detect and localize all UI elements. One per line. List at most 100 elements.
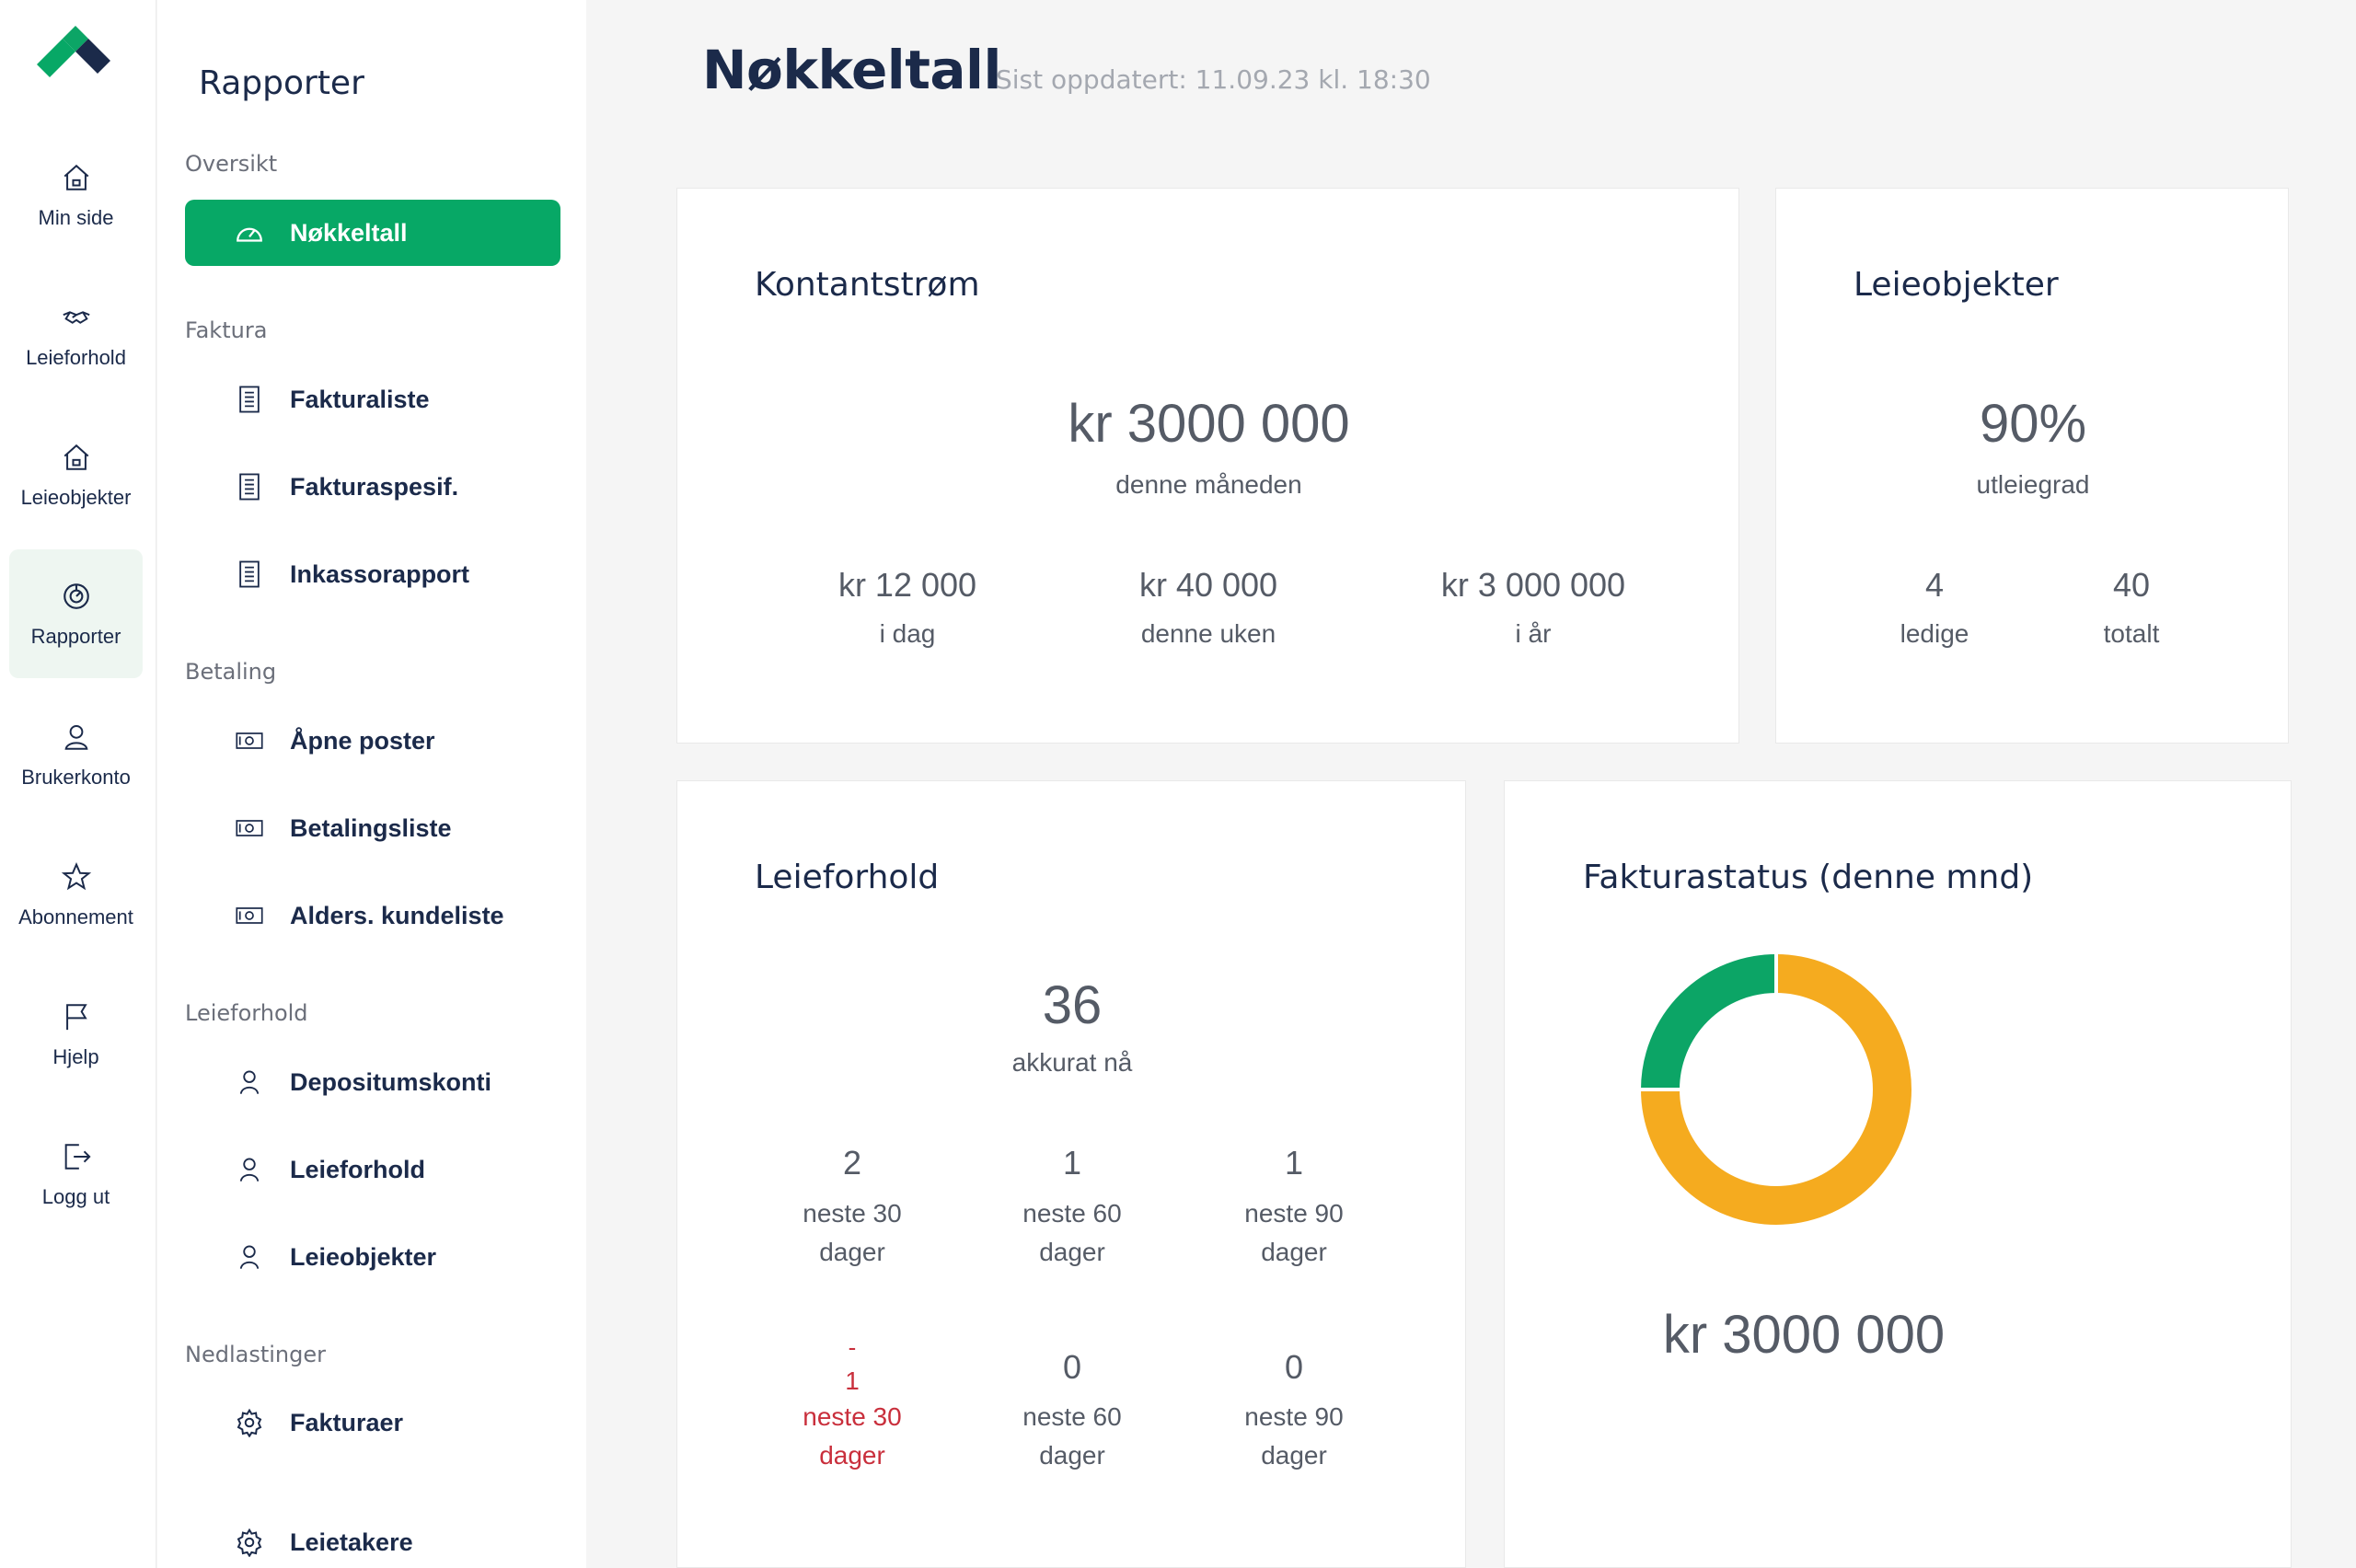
ending-90-value: 0 bbox=[1284, 1348, 1304, 1386]
logout-icon bbox=[59, 1139, 94, 1174]
banknote-icon bbox=[231, 722, 268, 759]
cashflow-week-caption: denne uken bbox=[1140, 619, 1276, 648]
sidebar-title: Rapporter bbox=[199, 64, 364, 102]
rail-item-label: Abonnement bbox=[18, 905, 133, 928]
total-value: 40 bbox=[2112, 566, 2151, 604]
invoice-status-card: Fakturastatus (denne mnd) kr 3000 000 bbox=[1504, 780, 2292, 1568]
nav-item-fakturaer[interactable]: Fakturaer bbox=[185, 1389, 560, 1456]
starting-30-caption-unit: dager bbox=[819, 1238, 885, 1266]
nav-item-label: Leieobjekter bbox=[290, 1242, 437, 1271]
app-logo[interactable] bbox=[37, 26, 114, 81]
starting-90-value: 1 bbox=[1284, 1144, 1304, 1182]
nav-item-label: Fakturaer bbox=[290, 1408, 404, 1436]
rail-item-leieobjekter[interactable]: Leieobjekter bbox=[9, 410, 143, 539]
ending-30-caption-unit: dager bbox=[819, 1441, 885, 1470]
starting-90-caption-unit: dager bbox=[1261, 1238, 1327, 1266]
nav-item-label: Åpne poster bbox=[290, 726, 435, 755]
invoice-status-total: kr 3000 000 bbox=[1662, 1305, 1946, 1365]
person-icon bbox=[231, 1239, 268, 1275]
cashflow-year-caption: i år bbox=[1515, 619, 1552, 648]
star-icon bbox=[59, 859, 94, 894]
gear-icon bbox=[231, 1404, 268, 1441]
rail-item-label: Hjelp bbox=[52, 1045, 99, 1068]
tenancies-card: Leieforhold 36 akkurat nå 2 neste 30 dag… bbox=[676, 780, 1466, 1568]
home-icon bbox=[59, 160, 94, 195]
section-label-faktura: Faktura bbox=[185, 317, 268, 343]
section-label-betaling: Betaling bbox=[185, 659, 277, 685]
ending-30-value: 1 bbox=[845, 1366, 860, 1395]
icon-rail: Min side Leieforhold Leieobjekter Rappor… bbox=[0, 0, 156, 1568]
receipt-icon bbox=[231, 468, 268, 505]
receipt-icon bbox=[231, 556, 268, 593]
rail-item-rapporter[interactable]: Rapporter bbox=[9, 549, 143, 678]
rail-item-logg-ut[interactable]: Logg ut bbox=[9, 1110, 143, 1239]
rail-item-min-side[interactable]: Min side bbox=[9, 131, 143, 259]
person-icon bbox=[231, 1151, 268, 1188]
nav-item-label: Leieforhold bbox=[290, 1155, 425, 1183]
card-title: Fakturastatus (denne mnd) bbox=[1583, 859, 2034, 896]
cashflow-month-caption: denne måneden bbox=[1115, 470, 1302, 499]
cashflow-year-value: kr 3 000 000 bbox=[1440, 566, 1626, 604]
nav-item-fakturaspesif[interactable]: Fakturaspesif. bbox=[185, 454, 560, 520]
rail-item-label: Brukerkonto bbox=[21, 766, 131, 789]
nav-item-apne-poster[interactable]: Åpne poster bbox=[185, 708, 560, 774]
rail-item-label: Rapporter bbox=[30, 625, 121, 648]
user-icon bbox=[59, 720, 94, 755]
rail-item-brukerkonto[interactable]: Brukerkonto bbox=[9, 690, 143, 819]
gear-icon bbox=[231, 1524, 268, 1561]
vacant-value: 4 bbox=[1924, 566, 1945, 604]
nav-item-label: Fakturaspesif. bbox=[290, 472, 459, 501]
total-caption: totalt bbox=[2103, 619, 2160, 648]
nav-item-leietakere[interactable]: Leietakere bbox=[185, 1509, 560, 1568]
starting-60-caption: neste 60 bbox=[1022, 1199, 1122, 1228]
occupancy-caption: utleiegrad bbox=[1976, 470, 2090, 499]
gauge-icon bbox=[231, 214, 268, 251]
handshake-icon bbox=[59, 300, 94, 335]
reports-sidebar: Rapporter Oversikt Nøkkeltall Faktura Fa… bbox=[157, 0, 586, 1568]
starting-30-value: 2 bbox=[842, 1144, 862, 1182]
nav-item-label: Fakturaliste bbox=[290, 385, 430, 413]
receipt-icon bbox=[231, 381, 268, 418]
nav-item-betalingsliste[interactable]: Betalingsliste bbox=[185, 795, 560, 861]
starting-60-caption-unit: dager bbox=[1039, 1238, 1105, 1266]
ending-90-caption: neste 90 bbox=[1244, 1402, 1344, 1431]
rail-item-label: Leieforhold bbox=[26, 346, 126, 369]
nav-item-leieforhold[interactable]: Leieforhold bbox=[185, 1136, 560, 1203]
nav-item-label: Leietakere bbox=[290, 1528, 413, 1556]
rail-item-hjelp[interactable]: Hjelp bbox=[9, 970, 143, 1099]
nav-item-label: Betalingsliste bbox=[290, 813, 452, 842]
cashflow-month-value: kr 3000 000 bbox=[1068, 394, 1350, 454]
ending-30-minus: - bbox=[848, 1333, 857, 1361]
invoice-status-donut-chart bbox=[1639, 952, 1911, 1225]
nav-item-label: Inkassorapport bbox=[290, 559, 470, 588]
section-label-leieforhold: Leieforhold bbox=[185, 1000, 308, 1026]
card-title: Leieobjekter bbox=[1854, 266, 2059, 304]
nav-item-leieobjekter[interactable]: Leieobjekter bbox=[185, 1224, 560, 1290]
person-icon bbox=[231, 1064, 268, 1101]
rail-item-label: Leieobjekter bbox=[20, 486, 132, 509]
tenancies-now-value: 36 bbox=[1042, 975, 1103, 1035]
page-title: Nøkkeltall bbox=[702, 39, 1001, 101]
cashflow-today-value: kr 12 000 bbox=[837, 566, 977, 604]
nav-item-fakturaliste[interactable]: Fakturaliste bbox=[185, 366, 560, 432]
nav-item-alders-kundeliste[interactable]: Alders. kundeliste bbox=[185, 882, 560, 949]
occupancy-value: 90% bbox=[1979, 394, 2087, 454]
rail-item-leieforhold[interactable]: Leieforhold bbox=[9, 271, 143, 399]
rail-item-abonnement[interactable]: Abonnement bbox=[9, 830, 143, 959]
nav-item-depositumskonti[interactable]: Depositumskonti bbox=[185, 1049, 560, 1115]
house-icon bbox=[59, 440, 94, 475]
tenancies-now-caption: akkurat nå bbox=[1011, 1048, 1133, 1077]
report-icon bbox=[59, 579, 94, 614]
cashflow-card: Kontantstrøm kr 3000 000 denne måneden k… bbox=[676, 188, 1739, 744]
nav-item-inkassorapport[interactable]: Inkassorapport bbox=[185, 541, 560, 607]
ending-60-value: 0 bbox=[1062, 1348, 1082, 1386]
cashflow-week-value: kr 40 000 bbox=[1138, 566, 1278, 604]
vacant-caption: ledige bbox=[1900, 619, 1969, 648]
nav-item-nokkeltall[interactable]: Nøkkeltall bbox=[185, 200, 560, 266]
donut-slice-1 bbox=[1641, 954, 1777, 1090]
ending-30-caption: neste 30 bbox=[803, 1402, 902, 1431]
starting-60-value: 1 bbox=[1062, 1144, 1082, 1182]
starting-90-caption: neste 90 bbox=[1244, 1199, 1344, 1228]
banknote-icon bbox=[231, 897, 268, 934]
card-title: Leieforhold bbox=[755, 859, 940, 896]
